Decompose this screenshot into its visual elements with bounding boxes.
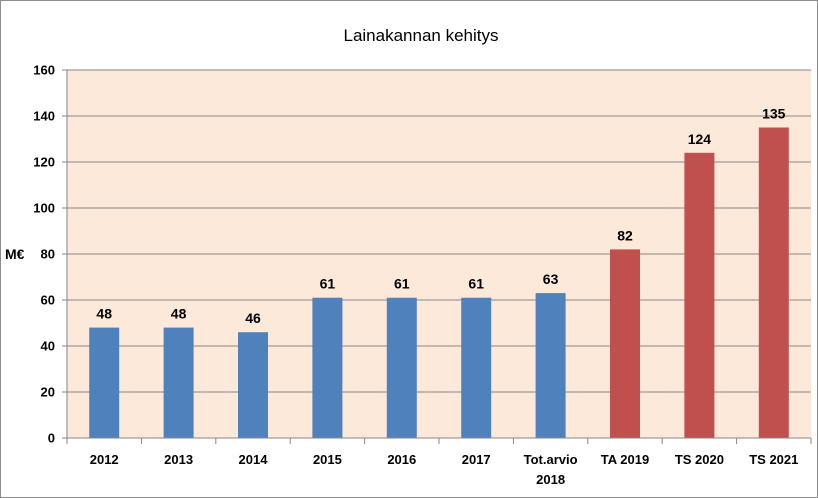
x-tick-label: 2013: [164, 452, 193, 467]
bar: [163, 327, 194, 438]
bar: [758, 127, 789, 438]
axes: [66, 70, 811, 439]
x-tick-label: Tot.arvio: [524, 452, 578, 467]
data-label: 61: [394, 276, 410, 292]
x-tick-label: 2015: [313, 452, 342, 467]
bar: [535, 293, 566, 438]
bar: [461, 297, 492, 438]
data-label: 124: [688, 131, 712, 147]
x-tick-label: TA 2019: [601, 452, 649, 467]
x-tick-label: 2017: [462, 452, 491, 467]
x-tick-label: TS 2021: [749, 452, 798, 467]
bar: [386, 297, 417, 438]
y-tick-label: 160: [33, 63, 55, 78]
x-tick-label: 2012: [90, 452, 119, 467]
y-tick-label: 20: [41, 385, 55, 400]
bar: [610, 249, 640, 438]
data-label: 48: [171, 306, 187, 322]
bar: [238, 332, 268, 438]
bar: [89, 327, 120, 438]
data-label: 46: [245, 310, 261, 326]
x-tick-label: 2016: [387, 452, 416, 467]
y-tick-label: 60: [41, 293, 55, 308]
x-tick-label: 2014: [239, 452, 269, 467]
y-tick-label: 100: [33, 201, 55, 216]
y-tick-label: 0: [48, 431, 55, 446]
data-labels: 48 48 46 61 61 61 63 82 124 135: [96, 106, 785, 327]
y-axis-ticks: 0 20 40 60 80 100 120 140 160: [33, 63, 67, 446]
data-label: 61: [320, 276, 336, 292]
y-tick-label: 120: [33, 155, 55, 170]
data-label: 135: [762, 106, 786, 122]
data-label: 61: [468, 276, 484, 292]
x-tick-label: 2018: [536, 472, 565, 487]
bars: [89, 127, 789, 439]
y-tick-label: 80: [41, 247, 55, 262]
y-tick-label: 40: [41, 339, 55, 354]
data-label: 48: [96, 306, 112, 322]
y-axis-label: M€: [5, 246, 25, 262]
chart-title: Lainakannan kehitys: [343, 26, 498, 45]
data-label: 82: [617, 227, 633, 243]
y-tick-label: 140: [33, 109, 55, 124]
x-axis-ticks: 2012 2013 2014 2015 2016 2017 Tot.arvio 2018 TA …: [66, 438, 812, 487]
data-label: 63: [543, 271, 559, 287]
bar: [312, 297, 343, 438]
x-tick-label: TS 2020: [675, 452, 724, 467]
bar: [684, 152, 715, 439]
